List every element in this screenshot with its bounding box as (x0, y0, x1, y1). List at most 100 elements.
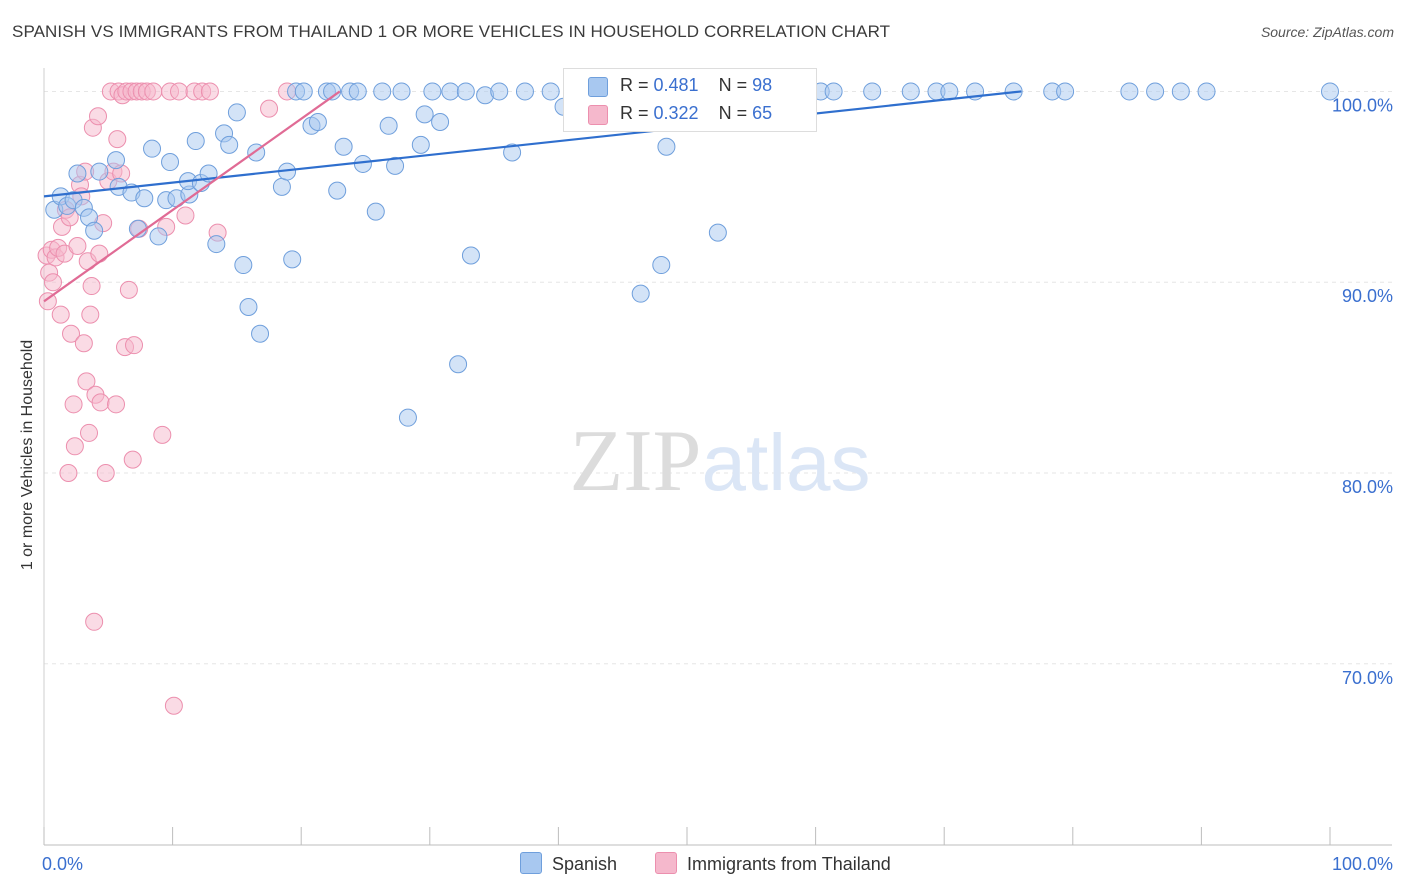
thailand-point (65, 437, 84, 456)
n-value-thailand: 65 (752, 103, 773, 123)
trend-lines (43, 90, 1022, 303)
spanish-point (411, 135, 430, 154)
thailand-point (62, 324, 81, 343)
y-tick-label: 90.0% (1342, 286, 1393, 306)
spanish-point (449, 355, 468, 374)
thailand-point (144, 82, 163, 101)
spanish-point (251, 324, 270, 343)
spanish-point (415, 105, 434, 124)
thailand-legend-swatch (655, 852, 677, 874)
y-tick-label: 100.0% (1332, 95, 1393, 115)
spanish-point (1171, 82, 1190, 101)
spanish-point (901, 82, 920, 101)
legend-item-thailand[interactable]: Immigrants from Thailand (655, 852, 891, 875)
spanish-swatch (588, 77, 608, 97)
legend-label-spanish: Spanish (552, 854, 618, 874)
spanish-point (373, 82, 392, 101)
spanish-point (227, 103, 246, 122)
x-tick-labels: 0.0% 100.0% (42, 854, 1393, 874)
spanish-point (234, 256, 253, 275)
spanish-point (1146, 82, 1165, 101)
n-value-spanish: 98 (752, 75, 773, 95)
x-tick-label: 0.0% (42, 854, 83, 874)
thailand-point (81, 305, 100, 324)
spanish-point (431, 112, 450, 131)
spanish-point (824, 82, 843, 101)
thailand-point (51, 305, 70, 324)
spanish-point (366, 202, 385, 221)
y-tick-label: 80.0% (1342, 477, 1393, 497)
r-label: R = (620, 103, 654, 123)
watermark: ZIPatlas (570, 413, 871, 510)
thailand-point (64, 395, 83, 414)
thailand-point (85, 612, 104, 631)
spanish-point (353, 154, 372, 173)
thailand-point (170, 82, 189, 101)
spanish-point (708, 223, 727, 242)
spanish-point (334, 137, 353, 156)
spanish-point (328, 181, 347, 200)
spanish-point (392, 82, 411, 101)
spanish-point (379, 116, 398, 135)
r-value-spanish: 0.481 (653, 75, 699, 95)
spanish-point (135, 189, 154, 208)
spanish-point (239, 298, 258, 317)
spanish-point (1056, 82, 1075, 101)
spanish-point (186, 132, 205, 151)
spanish-point (652, 256, 671, 275)
spanish-point (323, 82, 342, 101)
stats-legend: R = 0.481 N = 98 R = 0.322 N = 65 (563, 68, 817, 132)
spanish-point (1120, 82, 1139, 101)
thailand-point (68, 236, 87, 255)
n-label: N = (718, 75, 753, 95)
thailand-point (108, 130, 127, 149)
spanish-point (940, 82, 959, 101)
n-label: N = (718, 103, 753, 123)
thailand-point (260, 99, 279, 118)
spanish-point (863, 82, 882, 101)
r-value-thailand: 0.322 (653, 103, 699, 123)
spanish-point (398, 408, 417, 427)
spanish-point (308, 112, 327, 131)
chart-title: SPANISH VS IMMIGRANTS FROM THAILAND 1 OR… (12, 22, 891, 41)
thailand-point (90, 244, 109, 263)
spanish-point (456, 82, 475, 101)
spanish-point (461, 246, 480, 265)
spanish-point (490, 82, 509, 101)
spanish-point (68, 164, 87, 183)
thailand-trend-line (43, 90, 341, 303)
thailand-point (59, 463, 78, 482)
spanish-point (1321, 82, 1339, 101)
thailand-point (74, 334, 93, 353)
spanish-legend-swatch (520, 852, 542, 874)
axes (43, 68, 1392, 846)
legend-item-spanish[interactable]: Spanish (520, 852, 617, 875)
spanish-point (541, 82, 560, 101)
legend-label-thailand: Immigrants from Thailand (687, 854, 891, 874)
thailand-point (123, 450, 142, 469)
thailand-point (77, 372, 96, 391)
spanish-point (1197, 82, 1216, 101)
thailand-point (91, 393, 110, 412)
spanish-point (207, 235, 226, 254)
thailand-point (125, 336, 144, 355)
spanish-trend-line (43, 90, 1022, 198)
spanish-point (441, 82, 460, 101)
spanish-point (272, 177, 291, 196)
spanish-point (85, 221, 104, 240)
spanish-point (348, 82, 367, 101)
thailand-point (89, 107, 108, 126)
thailand-point (164, 696, 183, 715)
spanish-point (657, 137, 676, 156)
spanish-point (283, 250, 302, 269)
spanish-point (161, 153, 180, 172)
spanish-point (90, 162, 109, 181)
y-tick-label: 70.0% (1342, 668, 1393, 688)
thailand-point (107, 395, 126, 414)
y-tick-labels: 100.0% 90.0% 80.0% 70.0% (1332, 95, 1393, 687)
spanish-point (515, 82, 534, 101)
thailand-point (176, 206, 195, 225)
thailand-point (200, 82, 219, 101)
spanish-point (220, 135, 239, 154)
